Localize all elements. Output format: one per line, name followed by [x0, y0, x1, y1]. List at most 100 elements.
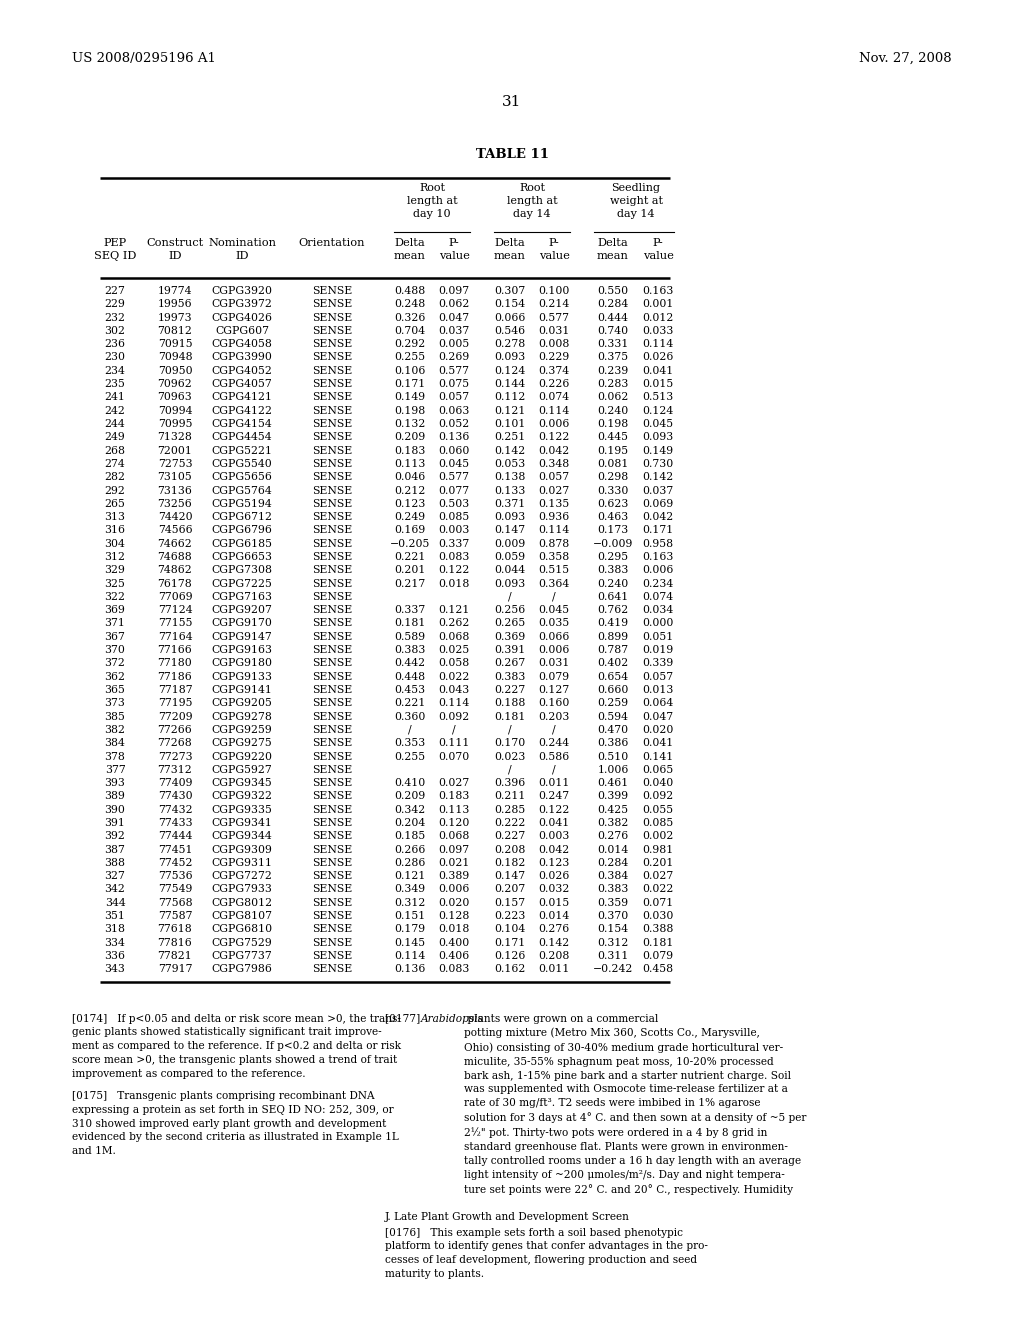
- Text: 0.097: 0.097: [438, 845, 470, 854]
- Text: 0.312: 0.312: [597, 937, 629, 948]
- Text: 0.208: 0.208: [495, 845, 525, 854]
- Text: SENSE: SENSE: [312, 525, 352, 536]
- Text: 0.144: 0.144: [495, 379, 525, 389]
- Text: 244: 244: [104, 418, 125, 429]
- Text: 0.055: 0.055: [642, 805, 674, 814]
- Text: 351: 351: [104, 911, 125, 921]
- Text: 0.453: 0.453: [394, 685, 426, 696]
- Text: 77124: 77124: [158, 605, 193, 615]
- Text: CGPG9133: CGPG9133: [212, 672, 272, 681]
- Text: 378: 378: [104, 751, 125, 762]
- Text: 0.047: 0.047: [642, 711, 674, 722]
- Text: 0.149: 0.149: [394, 392, 426, 403]
- Text: 0.461: 0.461: [597, 777, 629, 788]
- Text: 77821: 77821: [158, 950, 193, 961]
- Text: /: /: [508, 764, 512, 775]
- Text: 0.162: 0.162: [495, 965, 525, 974]
- Text: 0.307: 0.307: [495, 286, 525, 296]
- Text: CGPG4026: CGPG4026: [212, 313, 272, 322]
- Text: 0.208: 0.208: [539, 950, 569, 961]
- Text: 77166: 77166: [158, 645, 193, 655]
- Text: 0.337: 0.337: [438, 539, 470, 549]
- Text: CGPG607: CGPG607: [215, 326, 269, 335]
- Text: 0.229: 0.229: [539, 352, 569, 363]
- Text: 0.878: 0.878: [539, 539, 569, 549]
- Text: Root
length at
day 10: Root length at day 10: [407, 183, 458, 219]
- Text: SENSE: SENSE: [312, 433, 352, 442]
- Text: Seedling
weight at
day 14: Seedling weight at day 14: [609, 183, 663, 219]
- Text: P-
value: P- value: [643, 238, 674, 261]
- Text: 77536: 77536: [158, 871, 193, 882]
- Text: SENSE: SENSE: [312, 366, 352, 376]
- Text: 0.057: 0.057: [539, 473, 569, 482]
- Text: 0.041: 0.041: [642, 738, 674, 748]
- Text: CGPG3920: CGPG3920: [212, 286, 272, 296]
- Text: 0.276: 0.276: [539, 924, 569, 935]
- Text: CGPG4122: CGPG4122: [212, 405, 272, 416]
- Text: 0.331: 0.331: [597, 339, 629, 350]
- Text: 312: 312: [104, 552, 126, 562]
- Text: 0.114: 0.114: [394, 950, 426, 961]
- Text: 0.470: 0.470: [597, 725, 629, 735]
- Text: CGPG3972: CGPG3972: [212, 300, 272, 309]
- Text: SENSE: SENSE: [312, 446, 352, 455]
- Text: 0.021: 0.021: [438, 858, 470, 869]
- Text: 292: 292: [104, 486, 125, 495]
- Text: CGPG3990: CGPG3990: [212, 352, 272, 363]
- Text: 0.006: 0.006: [438, 884, 470, 895]
- Text: 0.068: 0.068: [438, 632, 470, 642]
- Text: SENSE: SENSE: [312, 326, 352, 335]
- Text: 0.654: 0.654: [597, 672, 629, 681]
- Text: SENSE: SENSE: [312, 711, 352, 722]
- Text: 385: 385: [104, 711, 125, 722]
- Text: SENSE: SENSE: [312, 459, 352, 469]
- Text: 0.442: 0.442: [394, 659, 426, 668]
- Text: 0.018: 0.018: [438, 924, 470, 935]
- Text: CGPG5221: CGPG5221: [212, 446, 272, 455]
- Text: 0.011: 0.011: [539, 965, 569, 974]
- Text: 0.510: 0.510: [597, 751, 629, 762]
- Text: 0.488: 0.488: [394, 286, 426, 296]
- Text: 0.085: 0.085: [438, 512, 470, 523]
- Text: 0.269: 0.269: [438, 352, 470, 363]
- Text: P-
value: P- value: [539, 238, 569, 261]
- Text: 77816: 77816: [158, 937, 193, 948]
- Text: 389: 389: [104, 792, 125, 801]
- Text: 74420: 74420: [158, 512, 193, 523]
- Text: 0.207: 0.207: [495, 884, 525, 895]
- Text: 0.014: 0.014: [539, 911, 569, 921]
- Text: 0.121: 0.121: [438, 605, 470, 615]
- Text: CGPG9220: CGPG9220: [212, 751, 272, 762]
- Text: SENSE: SENSE: [312, 764, 352, 775]
- Text: −0.009: −0.009: [593, 539, 633, 549]
- Text: SENSE: SENSE: [312, 539, 352, 549]
- Text: SENSE: SENSE: [312, 818, 352, 828]
- Text: 0.093: 0.093: [642, 433, 674, 442]
- Text: 0.240: 0.240: [597, 405, 629, 416]
- Text: 230: 230: [104, 352, 126, 363]
- Text: 0.037: 0.037: [642, 486, 674, 495]
- Text: 0.181: 0.181: [394, 619, 426, 628]
- Text: 71328: 71328: [158, 433, 193, 442]
- Text: 0.762: 0.762: [597, 605, 629, 615]
- Text: 0.060: 0.060: [438, 446, 470, 455]
- Text: 241: 241: [104, 392, 125, 403]
- Text: CGPG7272: CGPG7272: [212, 871, 272, 882]
- Text: 0.023: 0.023: [495, 751, 525, 762]
- Text: 0.936: 0.936: [539, 512, 569, 523]
- Text: Delta
mean: Delta mean: [494, 238, 526, 261]
- Text: 72001: 72001: [158, 446, 193, 455]
- Text: 0.185: 0.185: [394, 832, 426, 841]
- Text: 0.101: 0.101: [495, 418, 525, 429]
- Text: [0177]: [0177]: [385, 1014, 430, 1023]
- Text: TABLE 11: TABLE 11: [475, 148, 549, 161]
- Text: SENSE: SENSE: [312, 418, 352, 429]
- Text: 0.047: 0.047: [438, 313, 470, 322]
- Text: 0.209: 0.209: [394, 792, 426, 801]
- Text: SENSE: SENSE: [312, 300, 352, 309]
- Text: Delta
mean: Delta mean: [394, 238, 426, 261]
- Text: CGPG8012: CGPG8012: [211, 898, 272, 908]
- Text: 0.122: 0.122: [539, 805, 569, 814]
- Text: 377: 377: [104, 764, 125, 775]
- Text: CGPG7529: CGPG7529: [212, 937, 272, 948]
